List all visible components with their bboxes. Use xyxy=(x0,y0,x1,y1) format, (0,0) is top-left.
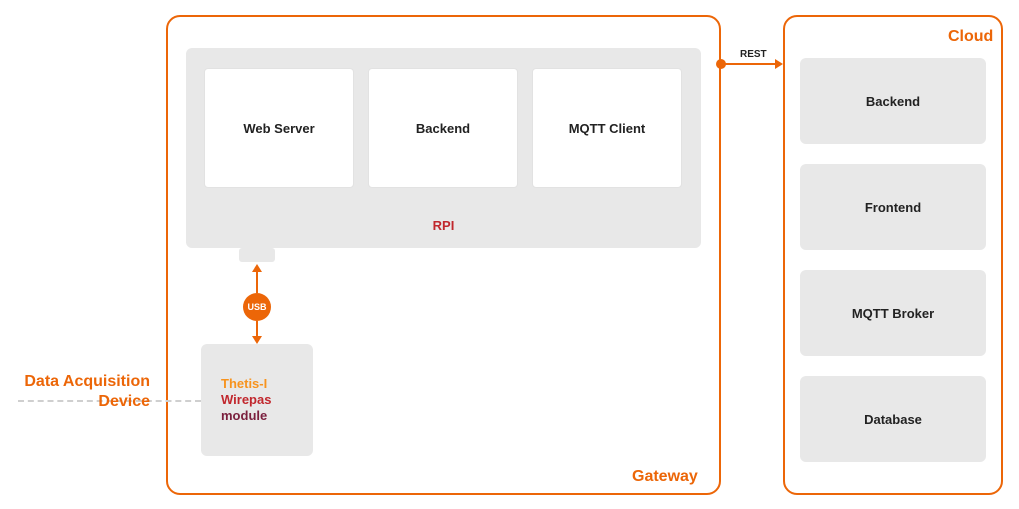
rpi-component-label: Web Server xyxy=(243,121,314,136)
usb-badge: USB xyxy=(243,293,271,321)
rest-line xyxy=(724,63,776,65)
wirepas-module-box: Thetis-I Wirepas module xyxy=(201,344,313,456)
cloud-component-backend: Backend xyxy=(800,58,986,144)
cloud-component-database: Database xyxy=(800,376,986,462)
module-line2: Wirepas xyxy=(221,392,271,408)
cloud-component-label: Frontend xyxy=(865,200,921,215)
cloud-component-label: MQTT Broker xyxy=(852,306,934,321)
rpi-component-label: Backend xyxy=(416,121,470,136)
gateway-title: Gateway xyxy=(632,468,698,486)
rest-arrow-icon xyxy=(775,59,783,69)
cloud-component-label: Database xyxy=(864,412,922,427)
usb-arrow-up-icon xyxy=(252,264,262,272)
rest-label: REST xyxy=(740,49,767,60)
rpi-component-mqttclient: MQTT Client xyxy=(532,68,682,188)
usb-port-tab xyxy=(239,248,275,262)
cloud-component-frontend: Frontend xyxy=(800,164,986,250)
rpi-component-backend: Backend xyxy=(368,68,518,188)
usb-connector-line xyxy=(256,272,258,293)
rpi-label: RPI xyxy=(186,218,701,233)
usb-connector-line xyxy=(256,321,258,336)
cloud-title: Cloud xyxy=(948,28,993,46)
module-line1: Thetis-I xyxy=(221,376,267,392)
rpi-component-label: MQTT Client xyxy=(569,121,646,136)
module-line3: module xyxy=(221,408,267,424)
usb-label: USB xyxy=(247,302,266,312)
data-acquisition-label: Data Acquisition Device xyxy=(10,372,150,412)
cloud-component-mqttbroker: MQTT Broker xyxy=(800,270,986,356)
usb-arrow-down-icon xyxy=(252,336,262,344)
cloud-component-label: Backend xyxy=(866,94,920,109)
rpi-component-webserver: Web Server xyxy=(204,68,354,188)
